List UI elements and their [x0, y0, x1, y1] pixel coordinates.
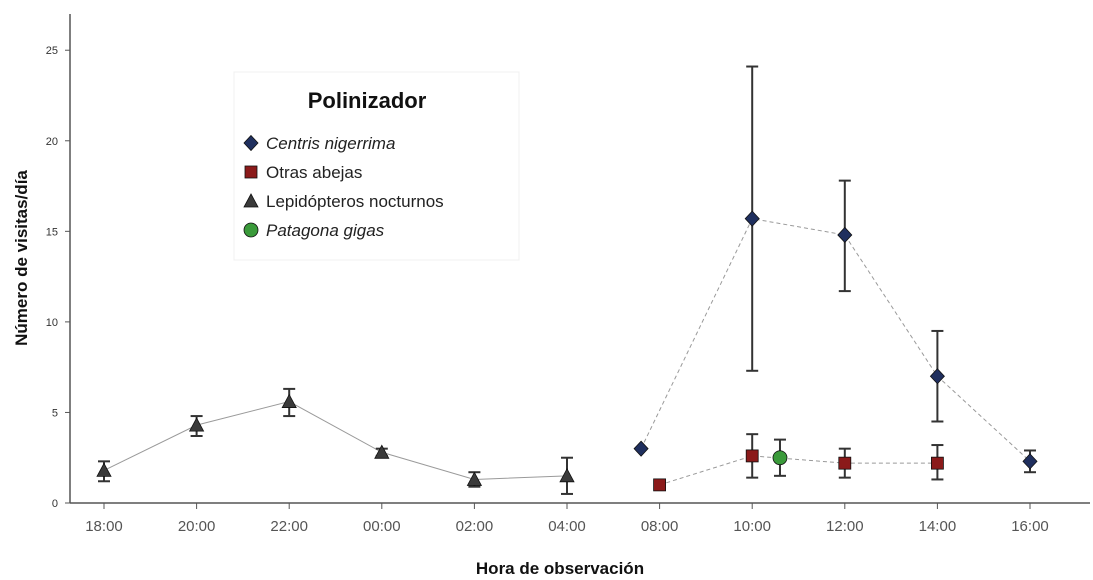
series-centris-nigerrima: [633, 65, 1038, 474]
x-tick-label: 00:00: [363, 518, 401, 535]
x-tick-label: 16:00: [1011, 518, 1049, 535]
legend-entry: Otras abejas: [244, 163, 362, 182]
legend-marker: [243, 134, 259, 152]
x-tick-label: 10:00: [733, 518, 771, 535]
data-point: [744, 210, 760, 227]
series-line: [659, 455, 938, 486]
x-tick-label: 14:00: [919, 518, 957, 535]
data-point: [745, 449, 759, 463]
data-point: [281, 393, 297, 408]
y-tick-label: 15: [46, 226, 58, 238]
y-tick-label: 5: [52, 407, 58, 419]
legend-label: Lepidópteros nocturnos: [266, 192, 444, 211]
series-layer: [96, 65, 1038, 495]
data-point: [931, 456, 944, 470]
x-tick-label: 18:00: [85, 518, 123, 535]
data-point: [929, 368, 945, 385]
legend-title: Polinizador: [308, 88, 427, 113]
series-line: [103, 401, 568, 480]
x-tick-label: 04:00: [548, 518, 586, 535]
y-tick-label: 25: [46, 45, 58, 57]
series-line: [640, 218, 1031, 462]
x-tick-label: 22:00: [270, 518, 308, 535]
series-otras-abejas: [653, 433, 944, 492]
x-tick-label: 02:00: [456, 518, 494, 535]
data-point: [633, 440, 649, 457]
legend-marker: [244, 165, 258, 179]
x-tick-label: 20:00: [178, 518, 216, 535]
y-ticks: 0 5 10 15 20 25: [46, 45, 70, 510]
data-point: [837, 226, 853, 244]
data-point: [96, 462, 112, 477]
y-tick-label: 0: [52, 498, 58, 510]
data-point: [1022, 453, 1038, 470]
series-patagona-gigas: [772, 438, 788, 477]
data-point: [466, 471, 483, 486]
legend-entries: Centris nigerrima Otras abejas Lepidóptero…: [243, 134, 444, 240]
legend-marker: [243, 193, 259, 208]
legend-label: Centris nigerrima: [266, 134, 395, 153]
y-tick-label: 20: [46, 136, 58, 148]
legend-entry: Patagona gigas: [243, 221, 385, 240]
data-point: [838, 456, 852, 470]
data-point: [188, 417, 205, 432]
legend-label: Otras abejas: [266, 163, 362, 182]
y-tick-label: 10: [46, 317, 58, 329]
series-lepid-pteros-nocturnos: [96, 387, 575, 495]
legend-marker: [243, 222, 259, 238]
legend-entry: Centris nigerrima: [243, 134, 395, 153]
data-point: [559, 467, 575, 483]
axes: [69, 14, 1090, 504]
data-point: [653, 478, 666, 492]
legend-label: Patagona gigas: [266, 221, 385, 240]
legend: Polinizador Centris nigerrima Otras abeja…: [233, 71, 520, 261]
legend-box: [233, 71, 520, 261]
x-tick-label: 12:00: [826, 518, 864, 535]
y-axis-title: Número de visitas/día: [12, 170, 31, 346]
x-ticks: 18:00 20:00 22:00 00:00 02:00 04:00 08:00 10:00…: [85, 503, 1049, 535]
data-point: [772, 450, 788, 466]
legend-entry: Lepidópteros nocturnos: [243, 192, 444, 211]
x-tick-label: 08:00: [641, 518, 679, 535]
x-axis-title: Hora de observación: [476, 559, 644, 578]
data-point: [374, 444, 390, 459]
